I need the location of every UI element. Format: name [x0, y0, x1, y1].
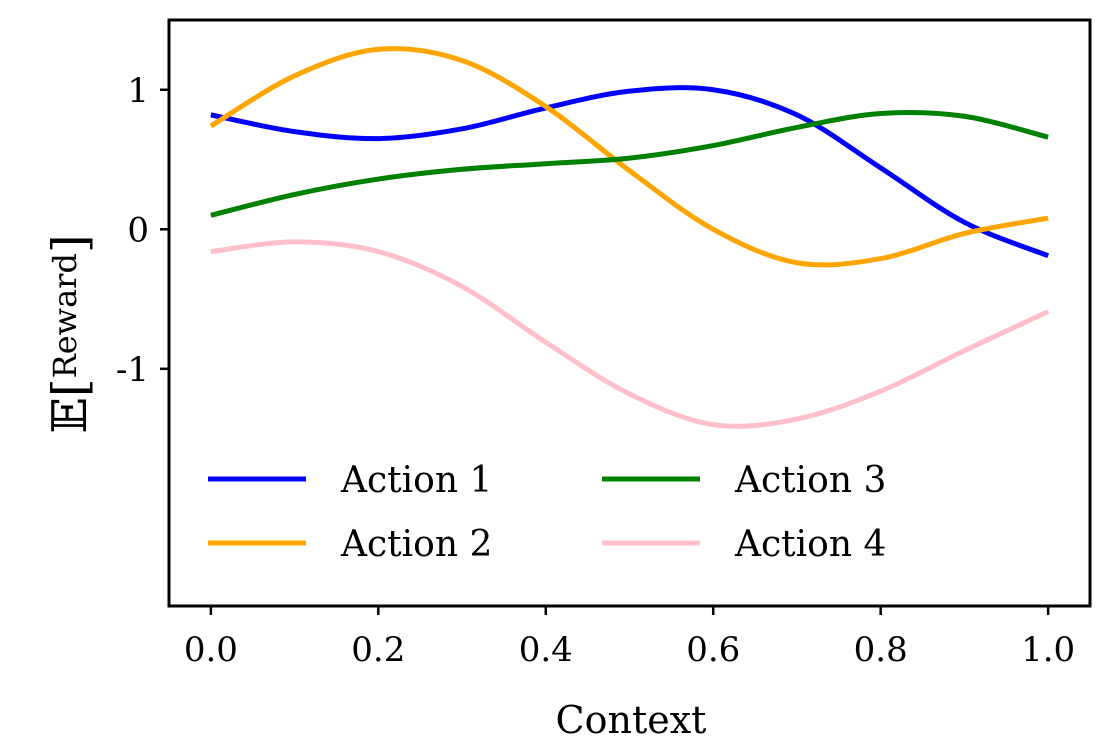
plot-lines	[209, 46, 1050, 429]
y-axis-ticks: 1 0 -1	[116, 71, 169, 390]
legend-label-3: Action 3	[734, 460, 886, 501]
y-tick-label: -1	[116, 350, 149, 390]
x-axis-ticks: 0.0 0.2 0.4 0.6 0.8 1.0	[184, 606, 1075, 670]
x-tick-label: 1.0	[1021, 630, 1075, 670]
series-line-1	[210, 85, 1050, 259]
svg-text:𝔼[Reward]: 𝔼[Reward]	[42, 234, 98, 433]
y-axis-label-close: ]	[42, 234, 98, 253]
y-tick-label: 1	[127, 71, 149, 111]
y-axis-label-main: 𝔼[	[42, 378, 98, 433]
y-tick-label: 0	[127, 210, 149, 250]
x-tick-label: 0.6	[686, 630, 740, 670]
x-tick-label: 0.0	[184, 630, 238, 670]
x-tick-label: 0.8	[854, 630, 908, 670]
legend: Action 1 Action 2 Action 3 Action 4	[208, 460, 886, 565]
legend-label-4: Action 4	[734, 524, 886, 565]
series-line-2	[209, 46, 1049, 268]
x-tick-label: 0.2	[351, 630, 405, 670]
x-axis-label: Context	[556, 698, 707, 742]
x-tick-label: 0.4	[519, 630, 573, 670]
plot-frame	[167, 18, 1092, 608]
series-line-4	[210, 239, 1050, 429]
legend-label-1: Action 1	[340, 460, 492, 501]
y-axis-label-sub: Reward	[46, 253, 84, 378]
y-axis-label: 𝔼[Reward]	[42, 234, 98, 433]
series-line-3	[210, 110, 1049, 218]
legend-label-2: Action 2	[340, 524, 492, 565]
